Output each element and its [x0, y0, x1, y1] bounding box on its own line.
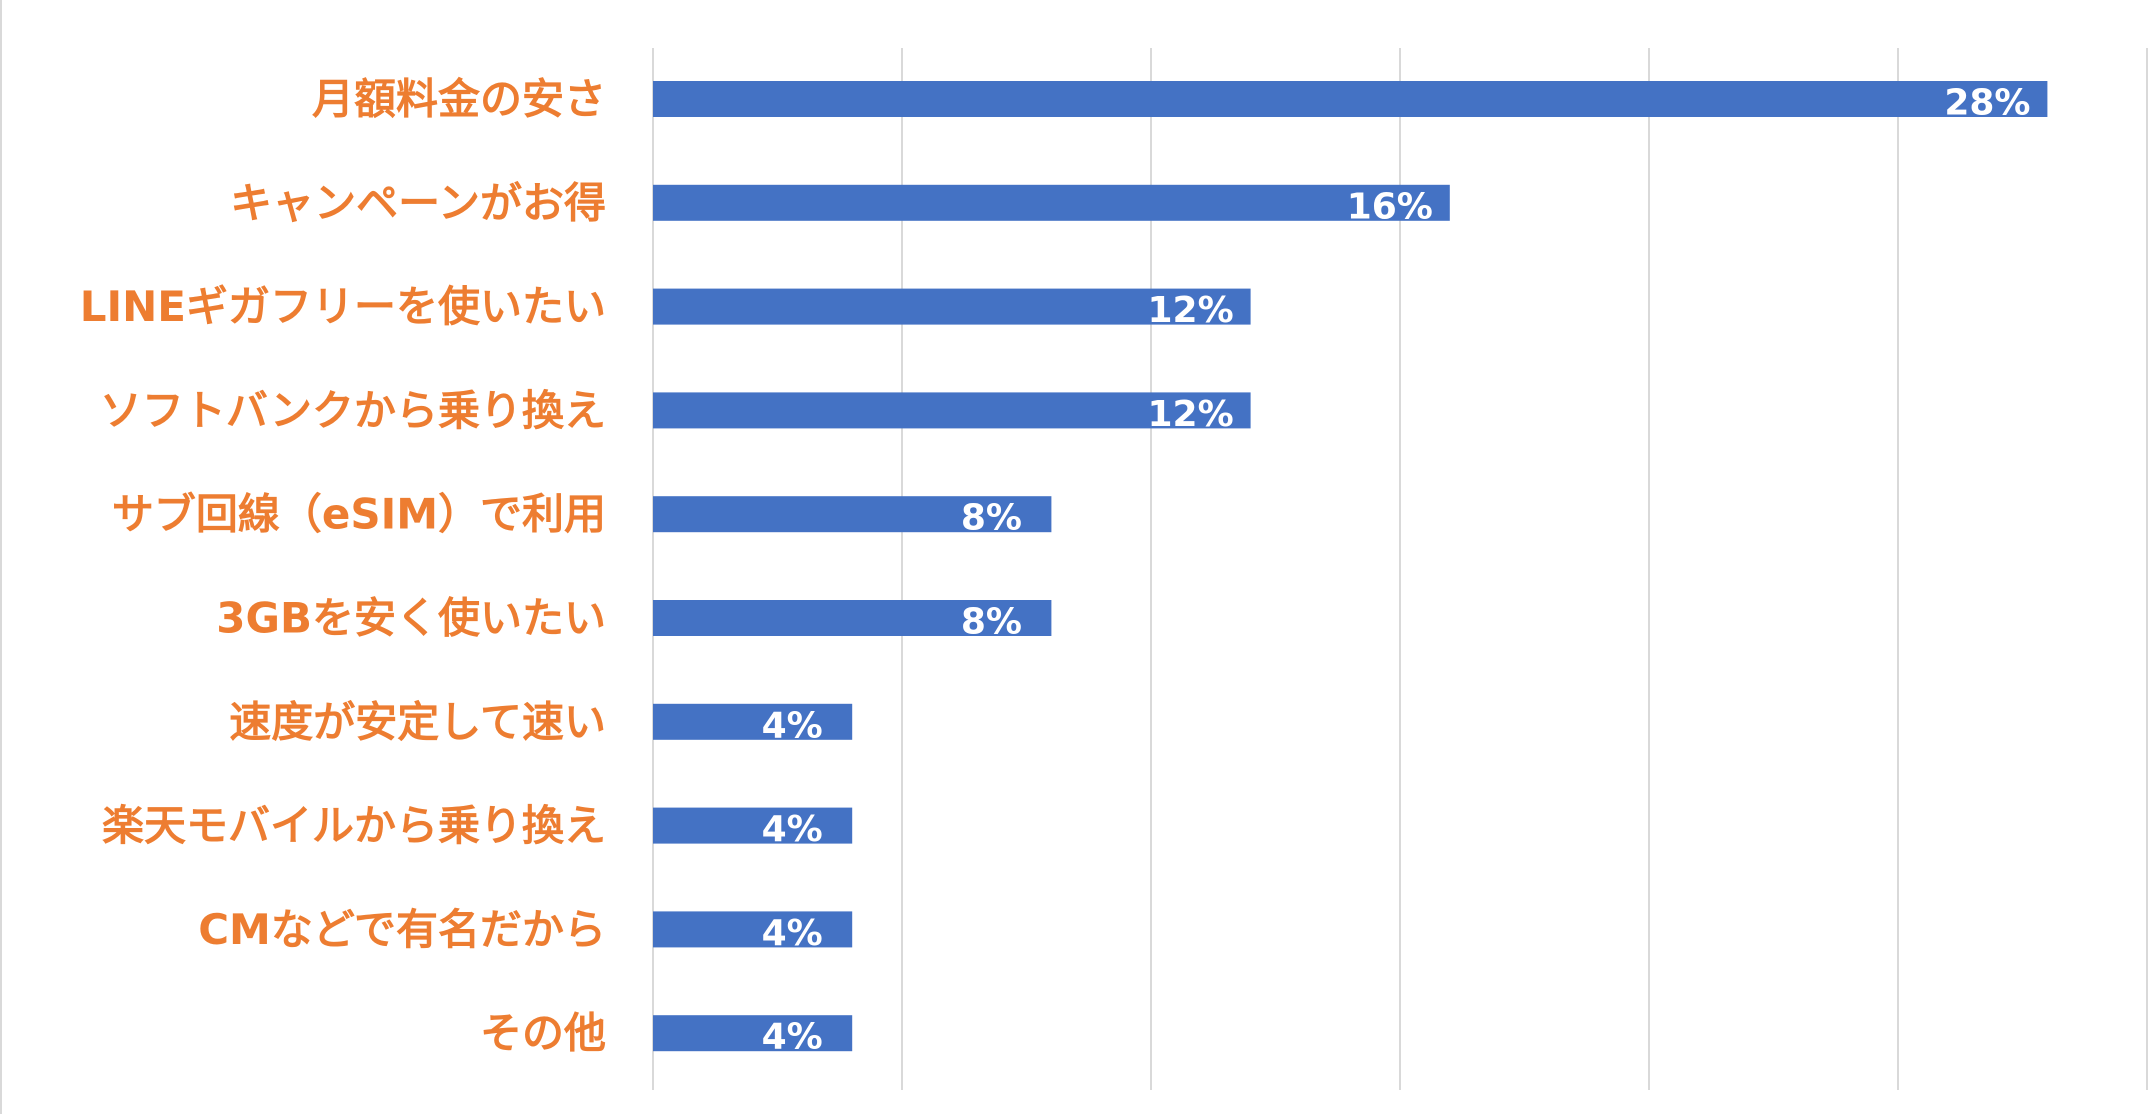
category-label: 月額料金の安さ [312, 75, 606, 124]
category-label: 3GBを安く使いたい [216, 594, 606, 643]
chart-frame-edge [0, 0, 2, 1114]
bar [653, 807, 853, 844]
bar [653, 184, 1450, 221]
bar [653, 81, 2048, 117]
bar [653, 1015, 853, 1052]
bar [653, 288, 1251, 325]
category-label: キャンペーンがお得 [230, 178, 606, 227]
data-label: 28% [1944, 83, 2030, 124]
data-label: 4% [762, 705, 823, 746]
bars-layer [653, 81, 2048, 1052]
category-label: その他 [480, 1009, 606, 1058]
grid-layer [652, 48, 2148, 1090]
data-label: 4% [762, 1017, 823, 1058]
data-labels-layer: 28% 16% 12% 12% 8% 8% 4% 4% 4% 4% [762, 83, 2031, 1058]
bar [653, 600, 1052, 636]
category-label: ソフトバンクから乗り換え [100, 386, 606, 435]
bar [653, 703, 853, 740]
data-label: 12% [1148, 290, 1234, 331]
category-label: 速度が安定して速い [229, 697, 606, 746]
category-label: LINEギガフリーを使いたい [80, 282, 606, 331]
data-label: 4% [762, 809, 823, 850]
category-label: CMなどで有名だから [198, 905, 606, 954]
category-label: サブ回線（eSIM）で利用 [112, 490, 606, 539]
bar [653, 496, 1052, 533]
data-label: 4% [762, 913, 823, 954]
data-label: 8% [961, 498, 1022, 539]
bar [653, 392, 1251, 429]
category-label: 楽天モバイルから乗り換え [102, 801, 606, 850]
data-label: 12% [1148, 394, 1234, 435]
data-label: 16% [1347, 186, 1433, 227]
bar [653, 911, 853, 948]
data-label: 8% [961, 602, 1022, 643]
